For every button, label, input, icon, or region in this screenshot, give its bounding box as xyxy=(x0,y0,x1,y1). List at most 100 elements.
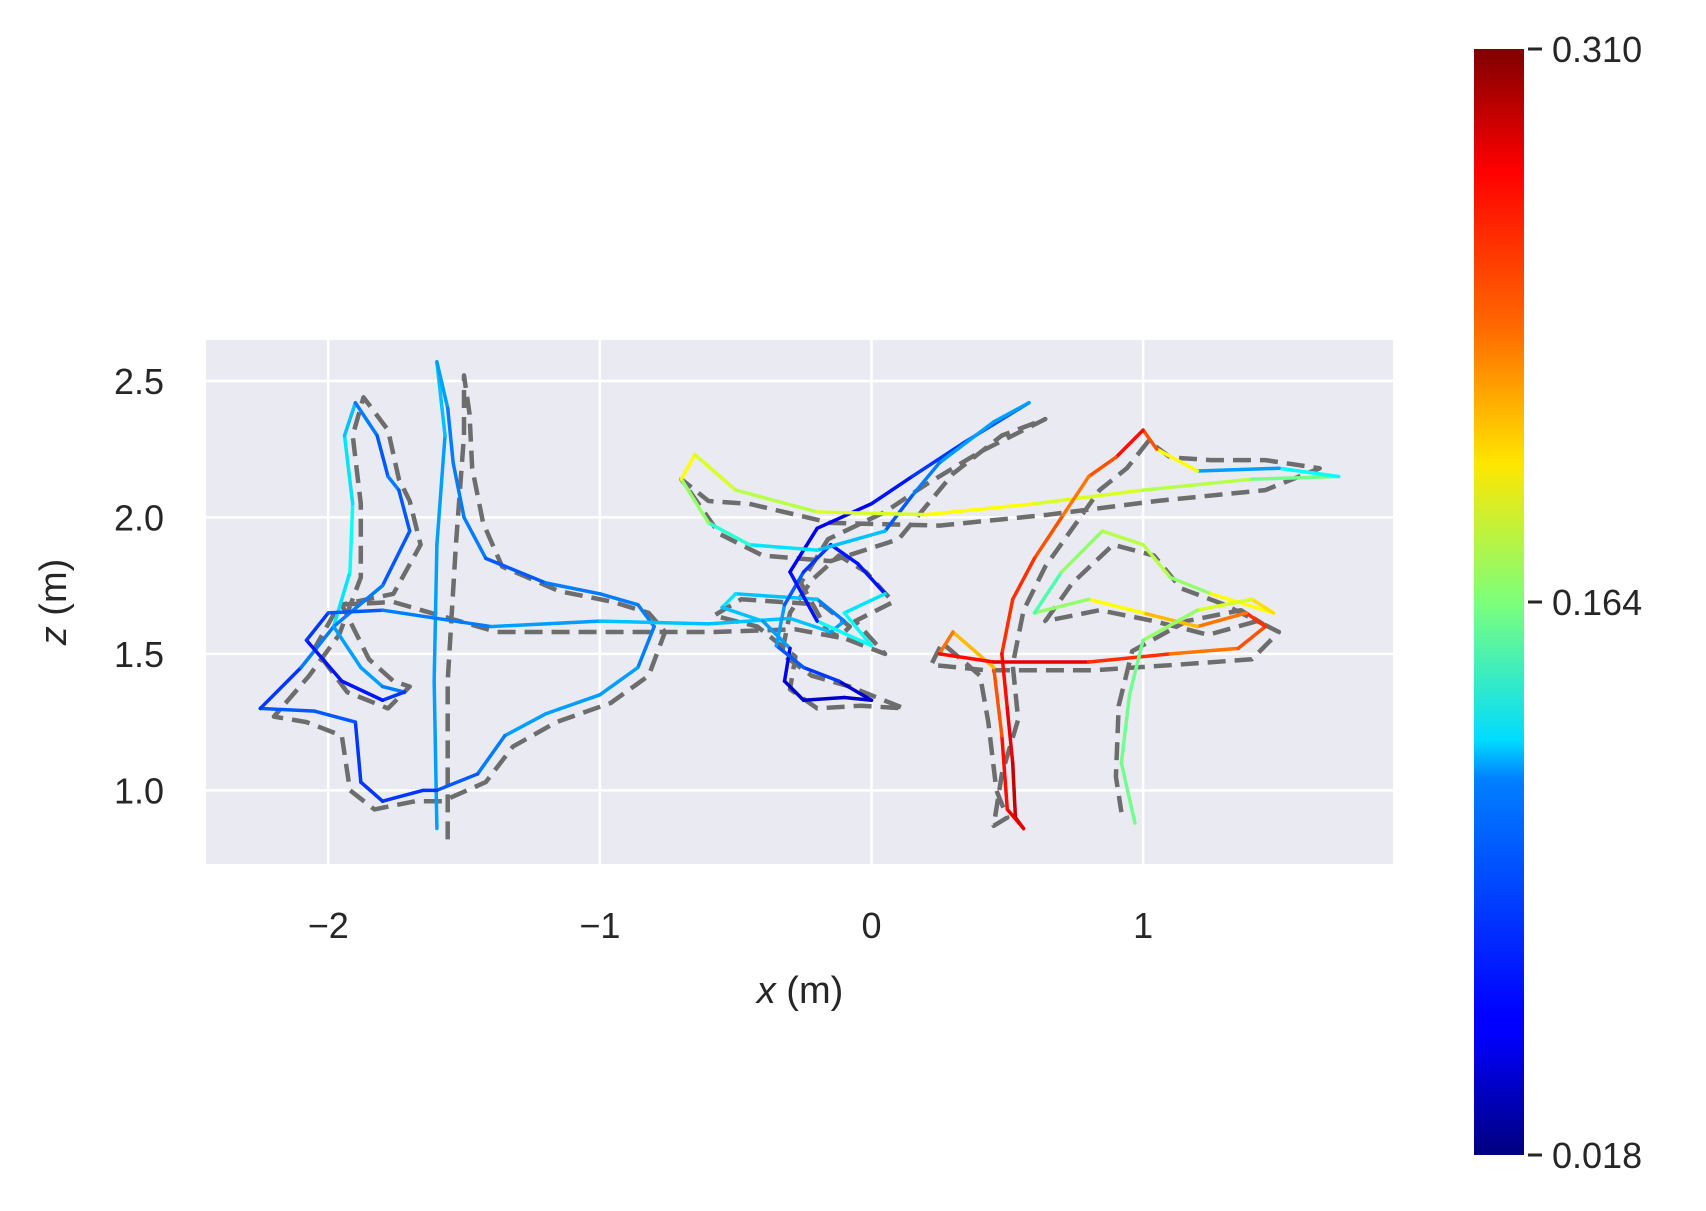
trajectory-segment xyxy=(1195,611,1249,629)
trajectory-segment xyxy=(636,624,656,670)
trajectory-segment xyxy=(353,720,363,784)
trajectory-segment xyxy=(1141,611,1200,629)
trajectory-segment xyxy=(359,665,385,689)
trajectory-segment xyxy=(856,562,887,596)
trajectory-segment xyxy=(720,605,765,623)
trajectory-segment xyxy=(1119,693,1132,765)
trajectory-segment xyxy=(484,556,548,585)
trajectory-segment xyxy=(1114,428,1145,460)
trajectory-segment xyxy=(359,780,385,803)
y-tick-label: 1.5 xyxy=(114,634,164,675)
trajectory-segment xyxy=(1032,597,1091,615)
trajectory-segment xyxy=(380,608,493,629)
x-tick-label: −1 xyxy=(579,905,620,946)
trajectory-segment xyxy=(815,619,874,648)
trajectory-segment xyxy=(706,616,792,626)
trajectory-segment xyxy=(1141,542,1173,580)
estimated-trajectory xyxy=(258,360,1341,831)
trajectory-segment xyxy=(331,570,352,629)
trajectory-segment xyxy=(1010,556,1037,602)
trajectory-segment xyxy=(326,608,385,615)
trajectory-segment xyxy=(782,570,806,607)
y-axis-tick-labels: 1.0 1.5 2.0 2.5 xyxy=(114,361,164,811)
trajectory-segment xyxy=(679,477,711,525)
trajectory-segment xyxy=(1010,761,1018,820)
trajectory-segment xyxy=(1032,515,1064,561)
trajectory-segment xyxy=(598,592,640,607)
trajectory-segment xyxy=(828,619,847,634)
trajectory-segment xyxy=(991,665,1004,738)
trajectory-segment xyxy=(1209,592,1276,615)
trajectory-segment xyxy=(1277,466,1341,479)
trajectory-segment xyxy=(380,690,407,702)
trajectory-segment xyxy=(1000,597,1015,656)
trajectory-segment xyxy=(451,461,466,520)
trajectory-segment xyxy=(1000,733,1010,812)
trajectory-segment xyxy=(801,695,847,702)
colorbar-tick-label: 0.164 xyxy=(1552,582,1642,623)
trajectory-segment xyxy=(1032,570,1064,615)
colorbar: 0.018 0.164 0.310 xyxy=(1474,29,1642,1176)
trajectory-segment xyxy=(815,529,887,552)
trajectory-segment xyxy=(380,788,426,803)
trajectory-segment xyxy=(1087,455,1118,479)
trajectory-segment xyxy=(1195,597,1254,612)
trajectory-segment xyxy=(815,502,874,531)
trajectory-segment xyxy=(331,583,385,629)
trajectory-segment xyxy=(1087,652,1173,664)
trajectory-segment xyxy=(910,461,942,498)
trajectory-segment xyxy=(801,665,841,683)
trajectory-segment xyxy=(1005,706,1015,765)
colorbar-ticks: 0.018 0.164 0.310 xyxy=(1528,29,1642,1176)
trajectory-segment xyxy=(299,624,336,670)
x-tick-label: 0 xyxy=(861,905,881,946)
trajectory-segment xyxy=(1250,474,1341,481)
trajectory-segment xyxy=(788,616,833,634)
trajectory-segment xyxy=(1141,608,1200,642)
trajectory-segment xyxy=(693,452,738,492)
trajectory-segment xyxy=(842,592,887,615)
trajectory-segment xyxy=(1141,477,1254,492)
trajectory-segment xyxy=(475,733,507,776)
trajectory-segment xyxy=(598,665,640,697)
trajectory-segment xyxy=(1195,466,1281,473)
trajectory-segment xyxy=(937,630,955,656)
colorbar-tick-label: 0.018 xyxy=(1552,1135,1642,1176)
trajectory-segment xyxy=(842,695,874,702)
trajectory-segment xyxy=(258,706,317,713)
trajectory-segment xyxy=(1032,488,1145,506)
trajectory-segment xyxy=(462,515,488,561)
trajectory-segment xyxy=(924,502,1037,517)
trajectory-segment xyxy=(1087,597,1145,615)
trajectory-segment xyxy=(386,474,401,492)
trajectory-segment xyxy=(543,693,602,716)
trajectory-segment xyxy=(380,529,412,588)
trajectory-segment xyxy=(1059,474,1091,520)
trajectory-segment xyxy=(1100,529,1145,547)
plot-area xyxy=(206,340,1393,864)
trajectory-segment xyxy=(503,712,548,738)
trajectory-segment xyxy=(432,679,439,831)
colorbar-gradient xyxy=(1474,49,1524,1155)
trajectory-segment xyxy=(304,611,330,642)
trajectory-segment xyxy=(342,433,355,506)
trajectory-segment xyxy=(991,401,1031,424)
x-tick-label: −2 xyxy=(308,905,349,946)
x-tick-label: 1 xyxy=(1133,905,1153,946)
trajectory-segment xyxy=(375,433,390,479)
trajectory-segment xyxy=(815,597,847,623)
x-axis-tick-labels: −2 −1 0 1 xyxy=(308,905,1153,946)
trajectory-segment xyxy=(432,542,439,683)
trajectory-segment xyxy=(397,488,412,533)
y-axis-label: z (m) xyxy=(33,559,75,647)
trajectory-segment xyxy=(869,474,914,506)
trajectory-segment xyxy=(598,619,711,626)
trajectory-segment xyxy=(828,542,860,566)
trajectory-segment xyxy=(733,488,819,514)
y-tick-label: 1.0 xyxy=(114,770,164,811)
trajectory-segment xyxy=(1119,761,1137,825)
trajectory-segment xyxy=(543,581,602,596)
trajectory-segment xyxy=(1127,638,1145,697)
trajectory-segment xyxy=(435,772,480,793)
trajectory-segment xyxy=(1005,807,1026,831)
